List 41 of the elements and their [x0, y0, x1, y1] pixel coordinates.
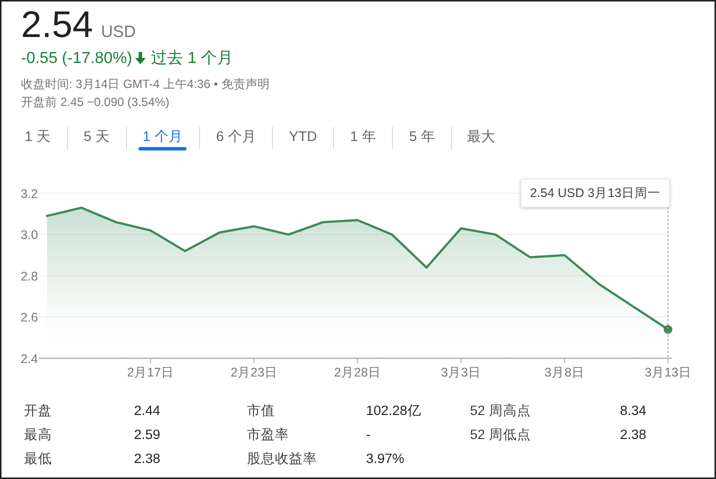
- text: 2.44: [134, 403, 161, 418]
- text: -: [366, 427, 370, 442]
- text: 1 个月: [142, 128, 182, 144]
- text: 过去 1 个月: [151, 49, 233, 67]
- text: 2.59: [134, 427, 160, 442]
- x-tick-label: 3月13日: [644, 366, 692, 380]
- text: 市盈率: [247, 427, 289, 442]
- text: 市值: [247, 403, 275, 418]
- text: YTD: [289, 128, 317, 144]
- text: 收盘时间: 3月14日 GMT-4 上午4:36 • 免责声明: [21, 77, 270, 91]
- text: 1 年: [350, 128, 376, 144]
- text: 股息收益率: [247, 451, 317, 466]
- annotation: 2.54 USD 3月13日周一: [530, 186, 660, 200]
- chart-title: 2.54 USD: [21, 4, 136, 45]
- y-tick-label: 3.2: [20, 186, 38, 201]
- text: 6 个月: [216, 128, 256, 144]
- x-tick-label: 3月3日: [441, 366, 481, 380]
- text: 最高: [24, 427, 52, 442]
- text: 5 年: [409, 128, 435, 144]
- text: 52 周高点: [470, 403, 531, 418]
- y-tick-label: 2.8: [20, 269, 38, 284]
- text: 1 天: [24, 128, 50, 144]
- text: 5 天: [84, 128, 110, 144]
- text: 最大: [467, 128, 495, 144]
- chart-subtitle: -0.55 (-17.80%): [21, 50, 132, 67]
- x-tick-label: 2月23日: [230, 366, 278, 380]
- text: 102.28亿: [366, 403, 422, 418]
- text: 开盘前 2.45 −0.090 (3.54%): [21, 95, 170, 109]
- text: 8.34: [620, 403, 647, 418]
- x-tick-label: 2月28日: [334, 366, 381, 380]
- text: 3.97%: [366, 451, 404, 466]
- text: 52 周低点: [470, 427, 531, 442]
- text: 开盘: [24, 403, 52, 418]
- x-tick-label: 2月17日: [127, 366, 174, 380]
- x-tick-label: 3月8日: [544, 366, 584, 380]
- text: 2.38: [134, 451, 160, 466]
- y-tick-label: 2.4: [20, 352, 38, 366]
- text: 2.38: [620, 427, 646, 442]
- y-tick-label: 3.0: [20, 228, 38, 242]
- text: 最低: [24, 451, 52, 466]
- y-tick-label: 2.6: [20, 310, 38, 325]
